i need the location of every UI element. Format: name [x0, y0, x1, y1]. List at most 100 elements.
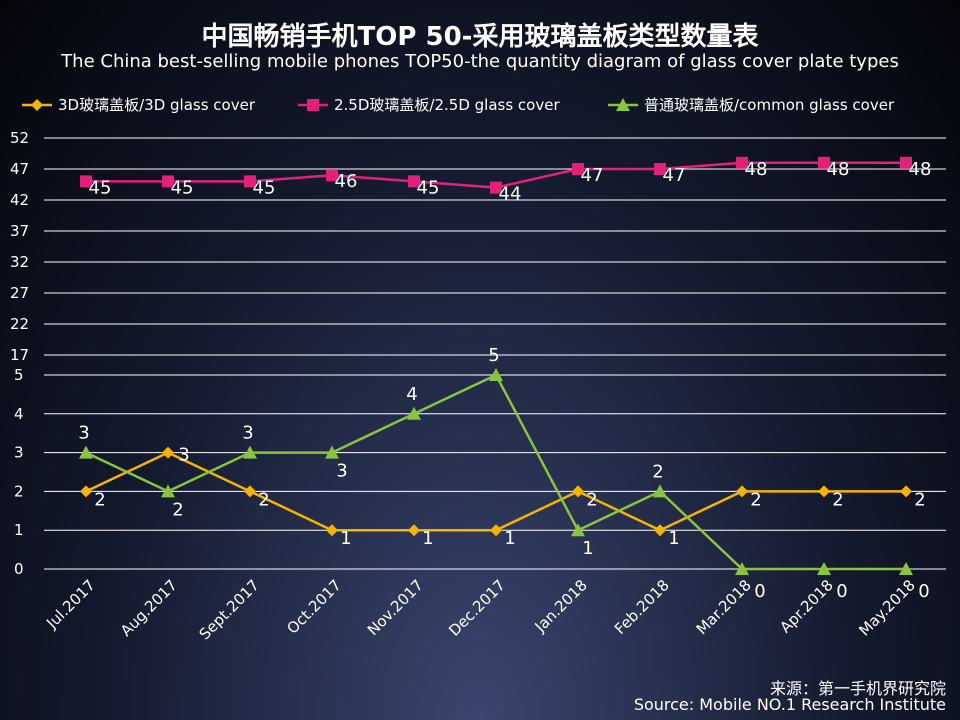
marker-25d — [572, 163, 584, 175]
data-label: 45 — [89, 177, 112, 198]
data-label: 2 — [94, 489, 105, 510]
marker-25d — [244, 175, 256, 188]
data-label: 1 — [504, 528, 515, 549]
chart-title: 中国畅销手机TOP 50-采用玻璃盖板类型数量表 — [201, 22, 759, 52]
marker-3d — [80, 485, 92, 498]
marker-common — [653, 484, 667, 498]
data-label: 1 — [582, 538, 593, 559]
data-label: 48 — [745, 159, 768, 180]
source-en: Source: Mobile NO.1 Research Institute — [633, 695, 946, 714]
marker-25d — [818, 156, 830, 169]
upper-tick-label: 32 — [10, 253, 29, 271]
lower-tick-label: 3 — [14, 444, 24, 462]
marker-3d — [162, 446, 174, 459]
data-label: 3 — [78, 423, 89, 444]
upper-tick-label: 42 — [10, 191, 29, 209]
data-label: 48 — [909, 159, 932, 180]
marker-common — [735, 562, 749, 575]
marker-3d — [654, 524, 666, 537]
legend-label: 3D玻璃盖板/3D glass cover — [58, 96, 256, 114]
x-tick-label: Jul.2017 — [42, 576, 99, 633]
lower-tick-label: 2 — [14, 482, 24, 500]
data-label: 3 — [178, 445, 189, 466]
marker-25d — [654, 163, 666, 175]
marker-3d — [900, 485, 912, 498]
x-tick-label: May.2018 — [855, 576, 919, 640]
marker-25d — [80, 175, 92, 188]
data-label: 48 — [827, 159, 850, 180]
lower-tick-label: 1 — [14, 521, 24, 539]
source-cn: 来源：第一手机界研究院 — [769, 679, 946, 698]
legend-label: 普通玻璃盖板/common glass cover — [644, 96, 895, 114]
marker-25d — [307, 99, 319, 111]
data-label: 3 — [242, 423, 253, 444]
marker-common — [161, 484, 175, 498]
marker-common — [79, 445, 93, 459]
data-label: 1 — [668, 528, 679, 549]
data-label: 46 — [335, 171, 358, 192]
x-tick-label: Oct.2017 — [283, 576, 344, 637]
data-label: 1 — [422, 528, 433, 549]
data-label: 0 — [918, 581, 929, 602]
data-label: 2 — [258, 489, 269, 510]
data-label: 45 — [417, 177, 440, 198]
x-tick-label: Aug.2017 — [117, 576, 181, 640]
upper-tick-label: 22 — [10, 315, 29, 333]
marker-common — [571, 523, 585, 537]
data-label: 45 — [171, 177, 194, 198]
data-label: 2 — [586, 489, 597, 510]
x-tick-label: Mar.2018 — [693, 576, 755, 638]
data-label: 5 — [488, 345, 499, 366]
legend-label: 2.5D玻璃盖板/2.5D glass cover — [334, 96, 560, 114]
x-tick-label: Sept.2017 — [196, 576, 263, 643]
data-label: 2 — [652, 461, 663, 482]
chart-subtitle: The China best-selling mobile phones TOP… — [61, 51, 899, 72]
marker-25d — [490, 181, 502, 194]
data-label: 47 — [663, 165, 686, 186]
x-tick-label: Nov.2017 — [364, 576, 427, 639]
marker-3d — [572, 485, 584, 498]
data-label: 1 — [340, 528, 351, 549]
x-tick-label: Dec.2017 — [445, 576, 509, 640]
x-tick-label: Jan.2018 — [531, 576, 591, 636]
upper-tick-label: 37 — [10, 222, 29, 240]
data-label: 2 — [832, 489, 843, 510]
marker-common — [616, 98, 630, 111]
data-label: 3 — [336, 461, 347, 482]
data-label: 45 — [253, 177, 276, 198]
data-label: 4 — [406, 384, 417, 405]
marker-3d — [31, 99, 43, 111]
marker-25d — [408, 175, 420, 188]
upper-tick-label: 47 — [10, 160, 29, 178]
x-tick-label: Feb.2018 — [611, 576, 673, 638]
marker-3d — [818, 485, 830, 498]
lower-tick-label: 0 — [14, 560, 24, 578]
data-label: 47 — [581, 165, 604, 186]
marker-25d — [326, 169, 338, 182]
marker-3d — [490, 524, 502, 537]
upper-tick-label: 52 — [10, 129, 29, 147]
upper-tick-label: 17 — [10, 346, 29, 364]
marker-common — [407, 406, 421, 420]
data-label: 44 — [499, 184, 522, 205]
marker-common — [899, 562, 913, 575]
lower-tick-label: 4 — [14, 405, 24, 423]
upper-tick-label: 27 — [10, 284, 29, 302]
lower-tick-label: 5 — [14, 366, 24, 384]
marker-25d — [736, 156, 748, 169]
marker-common — [817, 562, 831, 575]
data-label: 2 — [172, 499, 183, 520]
marker-common — [243, 445, 257, 459]
marker-25d — [162, 175, 174, 188]
marker-3d — [244, 485, 256, 498]
data-label: 0 — [754, 581, 765, 602]
marker-3d — [326, 524, 338, 537]
series-line — [85, 373, 906, 571]
marker-3d — [408, 524, 420, 537]
marker-common — [325, 445, 339, 459]
data-label: 0 — [836, 581, 847, 602]
marker-25d — [900, 156, 912, 169]
marker-3d — [736, 485, 748, 498]
data-label: 2 — [914, 489, 925, 510]
